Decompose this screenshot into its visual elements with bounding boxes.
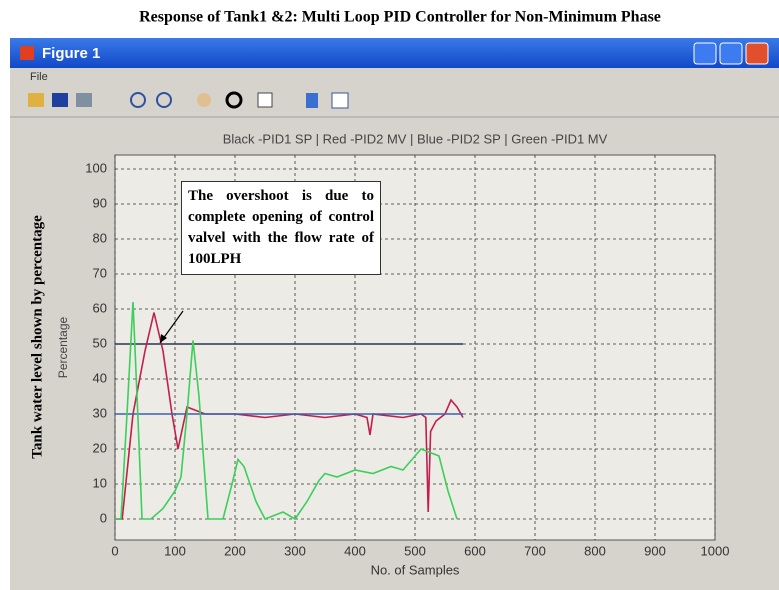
y-tick-label: 20 (93, 440, 107, 455)
y-axis-label: Percentage (56, 316, 70, 378)
y-tick-label: 40 (93, 370, 107, 385)
datatip-icon[interactable] (258, 93, 272, 107)
x-tick-label: 1000 (701, 543, 730, 558)
y-tick-label: 80 (93, 230, 107, 245)
maximize-button[interactable] (720, 43, 742, 64)
x-tick-label: 0 (111, 543, 118, 558)
save-icon[interactable] (52, 93, 68, 107)
open-icon[interactable] (28, 93, 44, 107)
chart-title: Black -PID1 SP | Red -PID2 MV | Blue -PI… (223, 131, 608, 146)
legend-icon[interactable] (332, 93, 348, 108)
y-tick-label: 30 (93, 405, 107, 420)
y-tick-label: 0 (100, 510, 107, 525)
title-bar (10, 38, 779, 68)
screen: Response of Tank1 &2: Multi Loop PID Con… (0, 0, 779, 590)
pan-icon[interactable] (197, 93, 211, 107)
y-tick-label: 90 (93, 195, 107, 210)
x-tick-label: 800 (584, 543, 606, 558)
page: {"caption": "Response of Tank1 &2: Multi… (0, 0, 779, 590)
x-tick-label: 300 (284, 543, 306, 558)
x-tick-label: 500 (404, 543, 426, 558)
x-tick-label: 900 (644, 543, 666, 558)
close-button[interactable] (746, 43, 768, 64)
y-tick-label: 50 (93, 335, 107, 350)
annotation-box: The overshoot is due to complete opening… (181, 181, 381, 275)
y-tick-label: 10 (93, 475, 107, 490)
y-tick-label: 70 (93, 265, 107, 280)
x-tick-label: 600 (464, 543, 486, 558)
x-tick-label: 400 (344, 543, 366, 558)
window-title: Figure 1 (42, 45, 100, 62)
x-axis-label: No. of Samples (371, 562, 460, 577)
minimize-button[interactable] (694, 43, 716, 64)
x-tick-label: 200 (224, 543, 246, 558)
x-tick-label: 700 (524, 543, 546, 558)
menu-file[interactable]: File (30, 71, 48, 83)
window-icon (20, 46, 34, 60)
side-note: Tank water level shown by percentage (29, 215, 45, 459)
x-tick-label: 100 (164, 543, 186, 558)
print-icon[interactable] (76, 93, 92, 107)
chart: Black -PID1 SP | Red -PID2 MV | Blue -PI… (56, 131, 729, 577)
y-tick-label: 100 (85, 160, 107, 175)
colorbar-icon[interactable] (306, 93, 318, 108)
y-tick-label: 60 (93, 300, 107, 315)
caption: Response of Tank1 &2: Multi Loop PID Con… (139, 9, 661, 26)
